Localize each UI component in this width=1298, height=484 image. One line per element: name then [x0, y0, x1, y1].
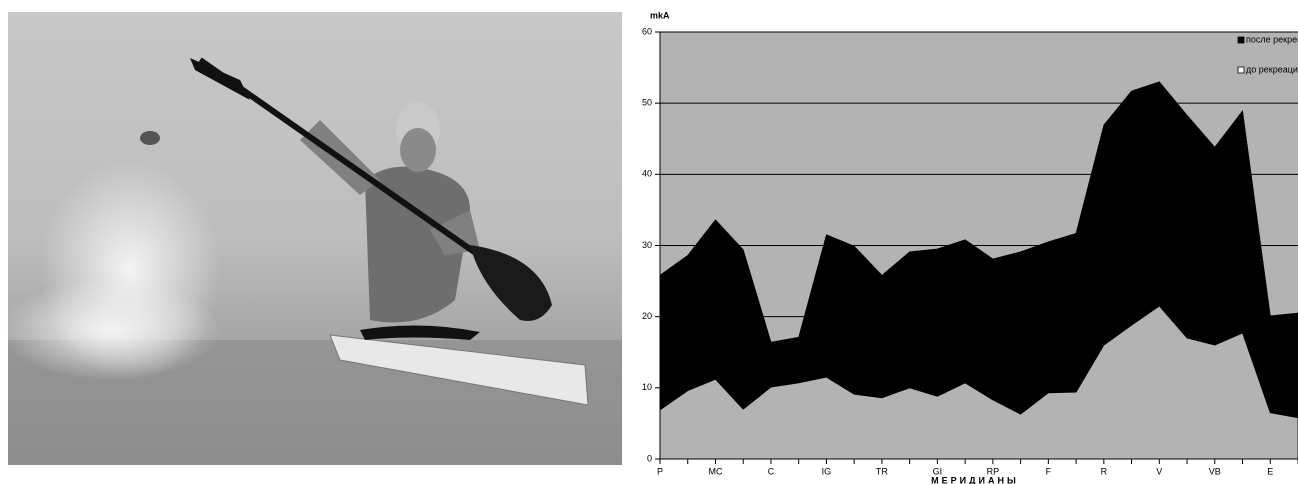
x-tick-label: TR — [876, 466, 888, 476]
x-tick-label: F — [1046, 466, 1052, 476]
y-tick-label: 20 — [642, 311, 652, 321]
y-tick-label: 60 — [642, 26, 652, 36]
y-tick-label: 0 — [647, 453, 652, 463]
x-tick-label: R — [1101, 466, 1108, 476]
x-tick-label: IG — [822, 466, 832, 476]
photo — [0, 12, 622, 465]
x-tick-label: P — [657, 466, 663, 476]
legend-label: до рекреации — [1246, 64, 1298, 74]
legend-swatch — [1238, 67, 1244, 73]
x-axis-label: МЕРИДИАНЫ — [931, 475, 1019, 484]
y-tick-label: 30 — [642, 240, 652, 250]
x-tick-label: MC — [708, 466, 722, 476]
x-tick-label: C — [768, 466, 775, 476]
x-tick-label: V — [1156, 466, 1162, 476]
page: 0102030405060PMCCIGTRGIRPFRVVBEmkAМЕРИДИ… — [0, 0, 1298, 484]
x-tick-label: E — [1267, 466, 1273, 476]
y-tick-label: 10 — [642, 382, 652, 392]
legend-label: после рекреаци — [1246, 34, 1298, 44]
x-tick-label: VB — [1209, 466, 1221, 476]
y-axis-label: mkA — [650, 10, 670, 20]
y-tick-label: 50 — [642, 98, 652, 108]
y-tick-label: 40 — [642, 169, 652, 179]
legend-swatch — [1238, 37, 1244, 43]
